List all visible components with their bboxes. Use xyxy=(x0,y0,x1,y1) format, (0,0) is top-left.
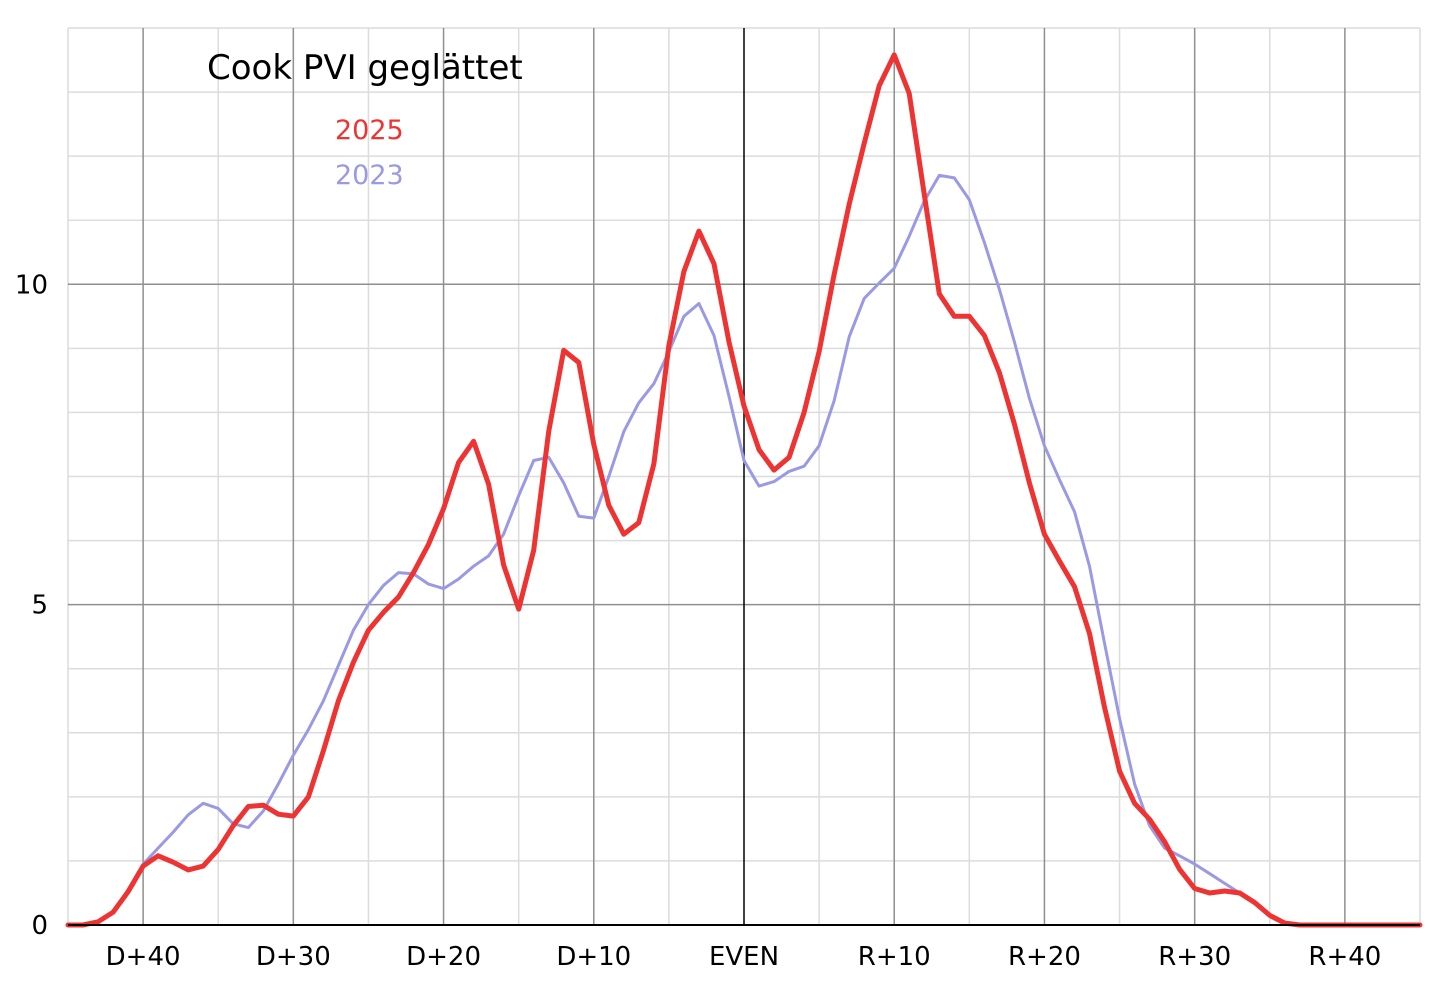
chart-title: Cook PVI geglättet xyxy=(207,48,523,88)
series-lines xyxy=(65,52,1423,928)
series-line-2023 xyxy=(66,173,1242,927)
x-tick-label: R+40 xyxy=(1308,942,1381,972)
legend-entry-2025: 2025 xyxy=(335,115,404,146)
x-tick-label: R+30 xyxy=(1158,942,1231,972)
x-tick-label: EVEN xyxy=(709,942,779,972)
y-axis-tick-labels: 0 5 10 xyxy=(15,270,48,941)
x-tick-label: D+30 xyxy=(256,942,331,972)
legend-entry-2023: 2023 xyxy=(335,160,404,191)
y-tick-label: 0 xyxy=(31,911,48,941)
series-line-2025 xyxy=(65,52,1423,928)
x-tick-label: D+10 xyxy=(556,942,631,972)
y-tick-label: 10 xyxy=(15,270,48,300)
x-axis-tick-labels: D+40 D+30 D+20 D+10 EVEN R+10 R+20 R+30 R+40 xyxy=(106,942,1382,972)
x-tick-label: D+20 xyxy=(406,942,481,972)
legend: 2025 2023 xyxy=(335,115,404,191)
x-tick-label: R+10 xyxy=(858,942,931,972)
x-tick-label: R+20 xyxy=(1008,942,1081,972)
x-tick-label: D+40 xyxy=(106,942,181,972)
y-tick-label: 5 xyxy=(31,591,48,621)
